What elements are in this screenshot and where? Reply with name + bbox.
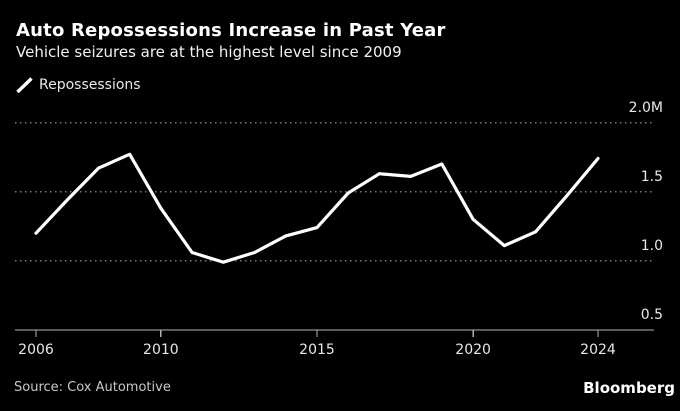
y-axis-label: 1.0 xyxy=(640,237,663,254)
source-text: Source: Cox Automotive xyxy=(14,380,171,395)
legend-label: Repossessions xyxy=(39,77,141,93)
x-axis-label: 2010 xyxy=(143,342,179,358)
y-axis-label: 0.5 xyxy=(640,307,663,323)
x-axis-label: 2015 xyxy=(299,342,335,358)
chart-subtitle: Vehicle seizures are at the highest leve… xyxy=(16,43,402,61)
legend: Repossessions xyxy=(16,76,141,94)
line-series-icon xyxy=(16,76,33,93)
x-axis-label: 2024 xyxy=(580,342,616,358)
bloomberg-logo: Bloomberg xyxy=(583,379,675,397)
y-axis-label: 2.0M xyxy=(628,99,663,116)
x-axis-label: 2020 xyxy=(455,342,491,358)
y-axis-label: 1.5 xyxy=(640,168,663,185)
x-axis-label: 2006 xyxy=(18,342,54,358)
chart-title: Auto Repossessions Increase in Past Year xyxy=(16,20,446,41)
series-line-repossessions xyxy=(34,152,600,264)
